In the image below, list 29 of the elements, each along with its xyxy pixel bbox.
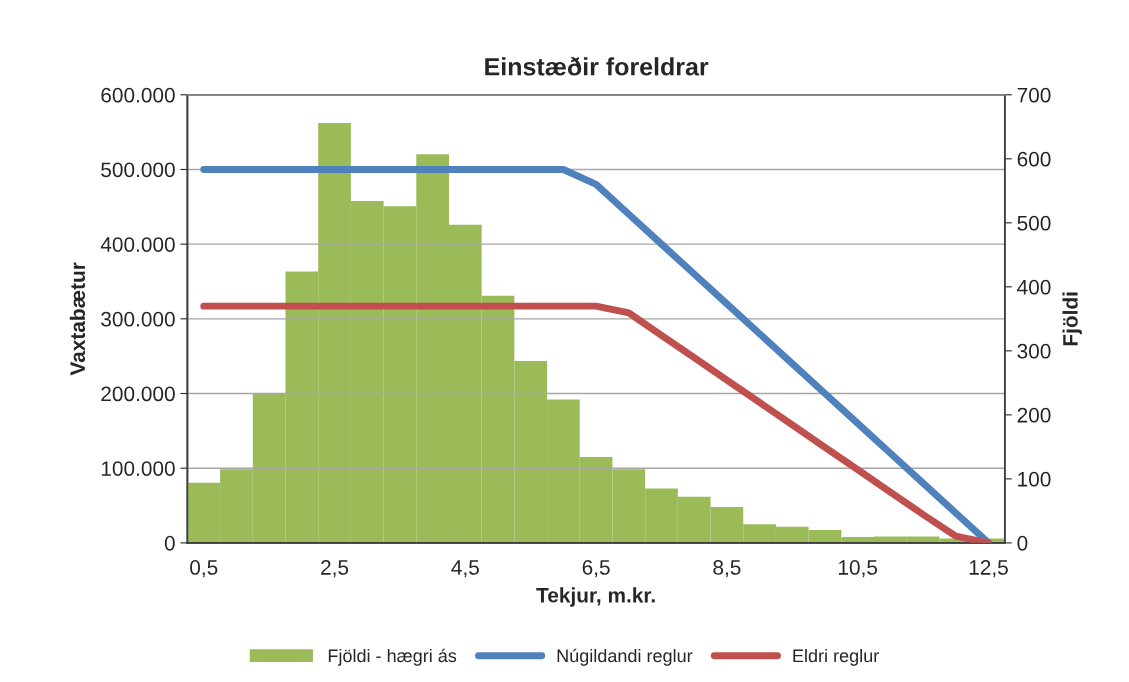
x-tick-label: 12,5 [969,560,1008,578]
y2-tick-label: 700 [1017,87,1051,103]
x-tick-label: 6,5 [582,560,610,578]
y2-tick-label: 0 [1017,535,1028,551]
x-tick-label: 0,5 [190,560,218,578]
y2-axis-title: Fjöldi [1062,292,1082,346]
y-tick-label: 300.000 [101,311,175,327]
legend-label: Eldri reglur [793,648,879,666]
y-tick-label: 100.000 [101,461,175,476]
y2-tick-label: 400 [1017,279,1051,295]
y2-tick-label: 600 [1017,151,1051,167]
y-tick-label: 0 [164,535,175,551]
x-tick-label: 8,5 [713,560,741,578]
x-tick-label: 10,5 [839,560,878,578]
y2-tick-label: 100 [1018,471,1051,487]
y-tick-label: 500.000 [101,162,175,178]
y-tick-label: 400.000 [100,237,175,252]
legend-label: Fjöldi - hægri ás [328,648,457,666]
legend-label: Núgildandi reglur [557,648,693,666]
y2-tick-label: 200 [1017,407,1051,423]
x-axis-title: Tekjur, m.kr. [536,587,655,607]
y-tick-label: 600.000 [101,87,175,103]
x-tick-label: 2,5 [321,560,349,578]
chart-title: Einstæðir foreldrar [485,57,709,76]
y2-tick-label: 300 [1017,343,1051,359]
x-tick-label: 4,5 [451,560,479,578]
y2-tick-label: 500 [1017,215,1051,231]
y-axis-title: Vaxtabætur [69,262,86,376]
y-tick-label: 200.000 [101,386,175,402]
